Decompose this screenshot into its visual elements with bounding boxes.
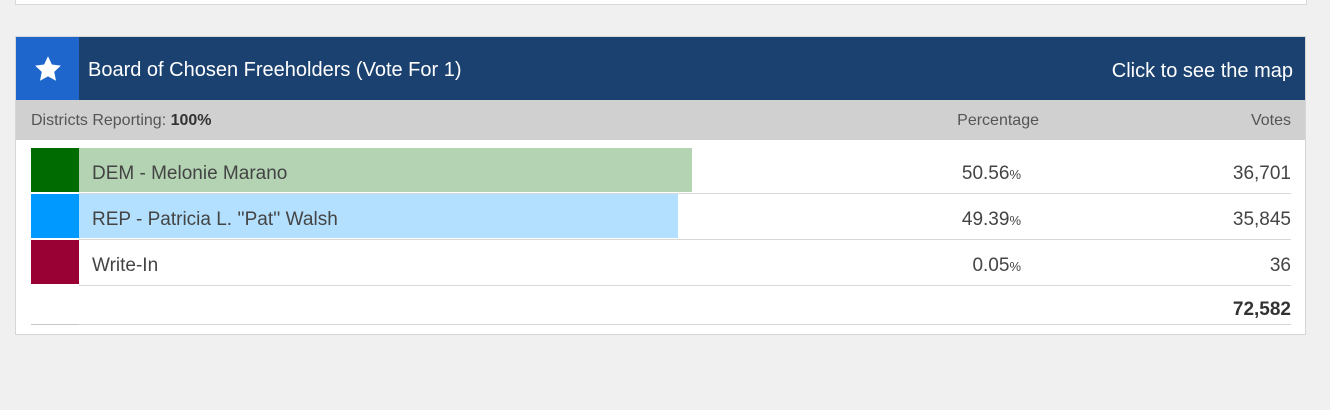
percentage-value: 0.05	[972, 255, 1010, 276]
vote-share-bar	[79, 148, 692, 192]
candidate-percentage: 0.05%	[972, 240, 1021, 293]
candidate-name: Write-In	[92, 255, 159, 276]
row-divider	[79, 193, 1291, 194]
total-row: 72,582	[31, 287, 1291, 325]
districts-reporting-label: Districts Reporting:	[31, 112, 167, 129]
party-color-swatch	[31, 148, 79, 192]
percentage-sign: %	[1009, 167, 1021, 182]
party-color-swatch	[31, 194, 79, 238]
candidate-percentage: 50.56%	[962, 148, 1021, 201]
candidate-votes: 35,845	[1232, 209, 1291, 230]
race-header: Board of Chosen Freeholders (Vote For 1)…	[16, 37, 1305, 100]
total-divider	[31, 324, 1291, 325]
total-divider-left	[31, 324, 79, 325]
previous-card-edge	[15, 0, 1307, 5]
race-results-panel: Board of Chosen Freeholders (Vote For 1)…	[15, 36, 1306, 335]
favorite-toggle[interactable]	[16, 37, 79, 100]
districts-reporting: Districts Reporting: 100%	[31, 100, 212, 142]
percentage-sign: %	[1009, 259, 1021, 274]
star-icon	[34, 55, 61, 81]
row-divider	[79, 285, 1291, 286]
results-column-header: Districts Reporting: 100% Percentage Vot…	[16, 100, 1305, 140]
candidate-row: DEM - Melonie Marano 50.56% 36,701	[31, 148, 1291, 194]
votes-column-header: Votes	[1250, 112, 1291, 129]
candidate-name: REP - Patricia L. ''Pat'' Walsh	[92, 209, 338, 230]
percentage-sign: %	[1009, 213, 1021, 228]
see-map-link[interactable]: Click to see the map	[1111, 60, 1293, 82]
candidate-votes: 36,701	[1232, 163, 1291, 184]
percentage-value: 50.56	[961, 163, 1010, 184]
percentage-value: 49.39	[961, 209, 1010, 230]
districts-reporting-value: 100%	[170, 112, 212, 129]
total-votes: 72,582	[1232, 299, 1291, 320]
candidate-row: REP - Patricia L. ''Pat'' Walsh 49.39% 3…	[31, 194, 1291, 240]
party-color-swatch	[31, 240, 79, 284]
race-title: Board of Chosen Freeholders (Vote For 1)	[88, 59, 462, 81]
candidate-votes: 36	[1269, 255, 1291, 276]
row-divider	[79, 239, 1291, 240]
candidate-percentage: 49.39%	[962, 194, 1021, 247]
vote-share-bar	[79, 194, 678, 238]
percentage-column-header: Percentage	[957, 112, 1039, 129]
candidate-row: Write-In 0.05% 36	[31, 240, 1291, 286]
candidate-name: DEM - Melonie Marano	[92, 163, 288, 184]
